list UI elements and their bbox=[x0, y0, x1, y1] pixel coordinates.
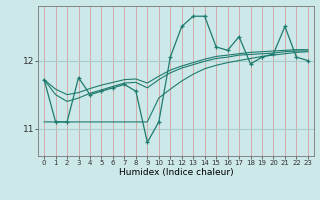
X-axis label: Humidex (Indice chaleur): Humidex (Indice chaleur) bbox=[119, 168, 233, 177]
